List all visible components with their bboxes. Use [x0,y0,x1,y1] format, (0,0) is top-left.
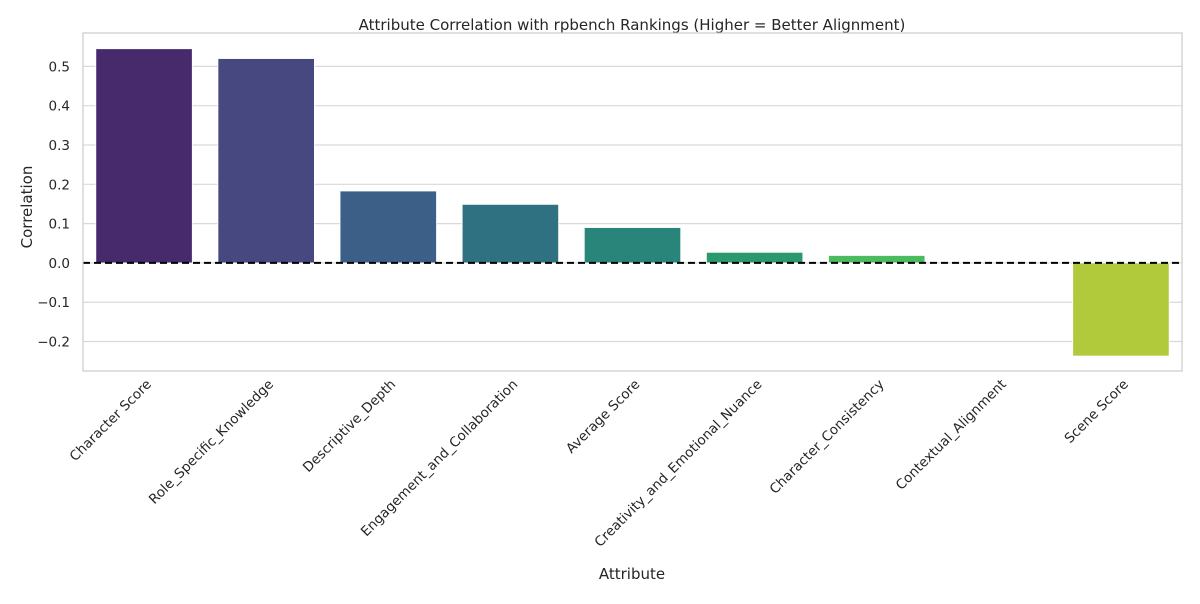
x-tick-label: Descriptive_Depth [300,377,399,476]
chart-title: Attribute Correlation with rpbench Ranki… [359,16,906,34]
x-tick-label: Character Score [67,377,155,465]
bar [583,227,682,264]
y-axis-label: Correlation [18,166,36,249]
x-tick-label: Character_Consistency [767,377,888,498]
bar [461,203,560,264]
y-tick-label: 0.0 [49,256,70,272]
bar [1072,262,1170,357]
bar [705,251,804,264]
bar [828,255,926,264]
bars [95,48,1170,357]
x-axis-label: Attribute [599,565,665,583]
bar [95,48,193,264]
y-tick-label: 0.1 [49,217,70,233]
x-tick-label: Role_Specific_Knowledge [146,377,277,508]
y-tick-label: 0.5 [49,59,70,75]
x-tick-label: Scene Score [1062,377,1132,447]
y-tick-label: 0.4 [49,99,70,115]
y-tick-labels: −0.2 −0.1 0.0 0.1 0.2 0.3 0.4 0.5 [37,59,70,350]
y-tick-label: −0.2 [37,335,70,351]
bar [217,58,315,264]
x-tick-label: Average Score [563,377,643,457]
y-tick-label: −0.1 [37,295,70,311]
bar [339,190,437,264]
y-tick-label: 0.2 [49,177,70,193]
y-tick-label: 0.3 [49,138,70,154]
plot-frame [82,32,1183,372]
x-tick-label: Contextual_Alignment [893,377,1010,494]
